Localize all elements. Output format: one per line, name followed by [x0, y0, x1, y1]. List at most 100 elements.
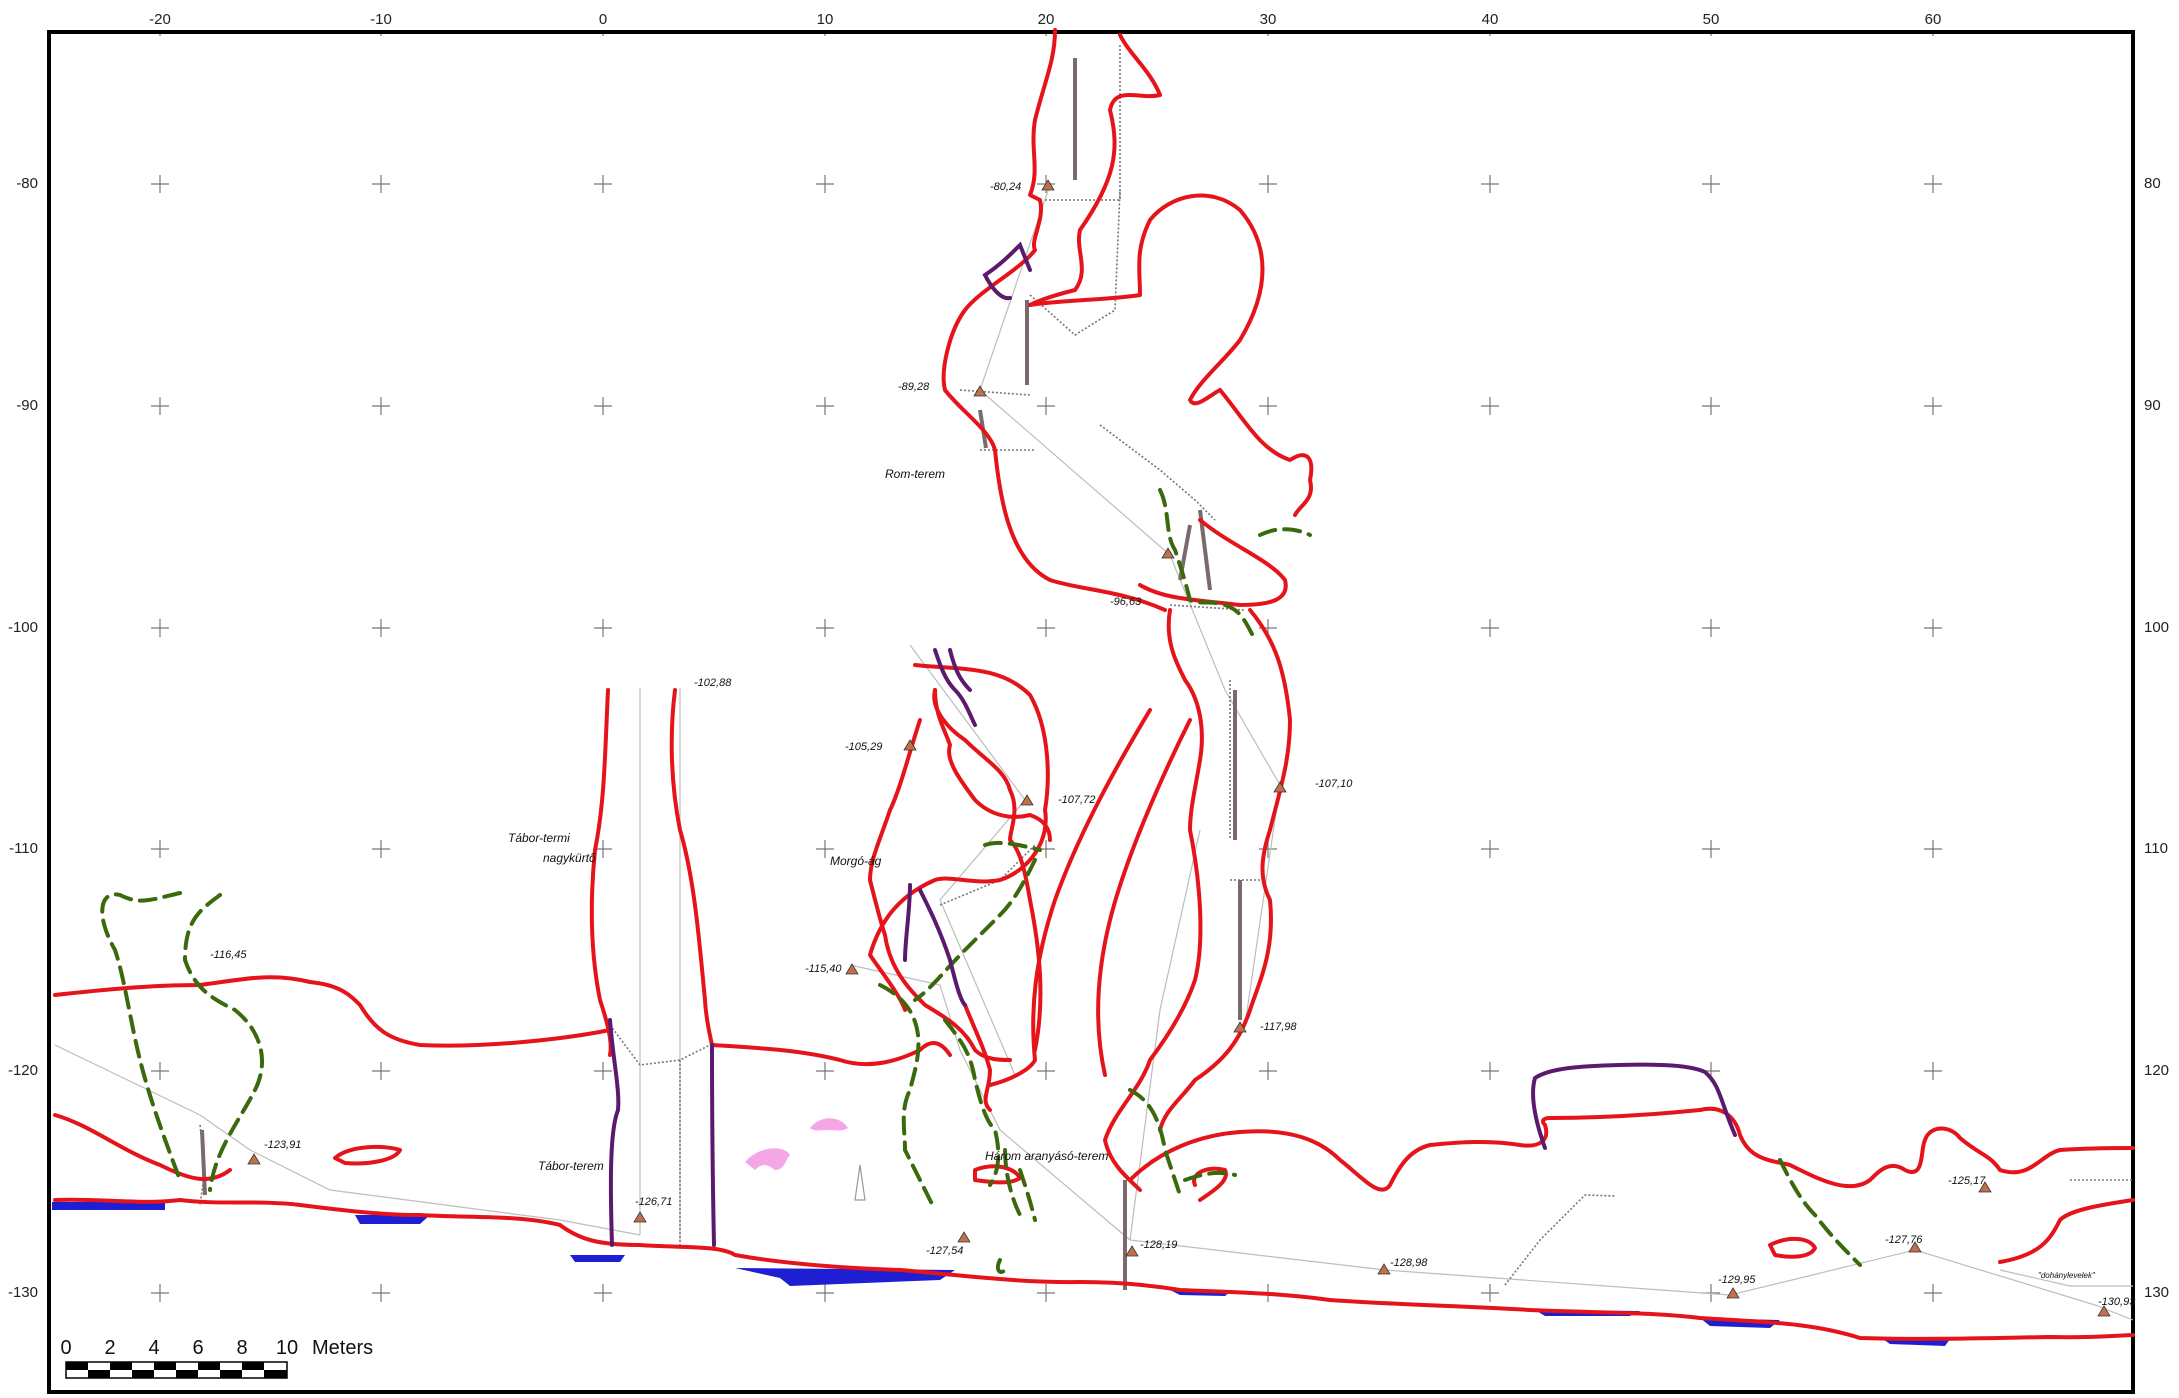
pink-formation	[810, 1118, 848, 1131]
wall-east-island	[1768, 1236, 1817, 1259]
station-marker: -115,40	[805, 963, 859, 975]
station-label: -130,93	[2098, 1296, 2136, 1308]
dashed-walls	[100, 488, 1862, 1274]
station-label: -125,17	[1948, 1175, 1986, 1187]
y-tick-label-right: 110	[2144, 840, 2168, 857]
wall-tabor-shaft-left	[589, 688, 613, 1057]
y-tick-label-right: 130	[2144, 1284, 2169, 1301]
water-area	[570, 1255, 625, 1262]
wall-morgo-south	[932, 688, 1043, 1052]
wall-east-lower	[1998, 1198, 2135, 1264]
top-axis: -20 -10 0 10 20 30 40 50 60	[149, 11, 1941, 36]
wall-diagonal-b	[1096, 718, 1192, 1077]
x-tick-label: 40	[1482, 11, 1499, 28]
place-names: Rom-terem Tábor-termi nagykürtő Morgó-ág…	[508, 467, 2096, 1280]
stations: -80,24 -89,28 -96,63 -102,88 -105,29 -10…	[210, 179, 2136, 1317]
station-label: -96,63	[1110, 596, 1142, 608]
grid-crosses	[151, 175, 1942, 1302]
station-marker: -117,98	[1233, 1021, 1297, 1033]
station-label: -123,91	[264, 1139, 301, 1151]
wall-lower-west	[53, 1113, 232, 1182]
y-tick-label: -80	[16, 175, 38, 192]
cave-walls	[53, 28, 2135, 1341]
wall-harom-east	[963, 1003, 992, 1112]
wall-rom-east	[1218, 388, 1314, 517]
ladders	[200, 58, 1242, 1290]
water-area	[52, 1202, 165, 1210]
wall-diagonal-a	[988, 708, 1152, 1087]
station-marker: -128,98	[1377, 1257, 1428, 1275]
water-area	[735, 1268, 955, 1286]
station-marker: -130,93	[2097, 1296, 2136, 1317]
scale-tick-label: 10	[276, 1337, 298, 1359]
y-tick-label: -130	[8, 1284, 38, 1301]
station-marker: -96,63	[1110, 547, 1175, 608]
wall-mid-right	[1158, 608, 1292, 1132]
scale-tick-label: 6	[192, 1337, 203, 1359]
station-marker: -123,91	[247, 1139, 301, 1165]
water-area	[355, 1215, 430, 1224]
wall-upper-right	[1028, 33, 1162, 307]
label-tabor-termi: Tábor-termi	[508, 831, 570, 845]
station-label: -127,76	[1885, 1234, 1923, 1246]
station-marker: -80,24	[990, 179, 1055, 193]
scale-unit: Meters	[312, 1337, 373, 1359]
station-marker: -129,95	[1718, 1274, 1756, 1299]
station-marker: -107,72	[1020, 794, 1095, 806]
station-label: -116,45	[210, 949, 247, 961]
y-tick-label: -110	[9, 840, 38, 857]
label-rom-terem: Rom-terem	[885, 467, 945, 481]
station-label: -80,24	[990, 181, 1021, 193]
x-tick-label: 10	[817, 11, 834, 28]
scale-tick-label: 4	[148, 1337, 159, 1359]
y-tick-label-right: 80	[2144, 175, 2161, 192]
dotted-lines	[199, 45, 2133, 1286]
y-tick-label: -120	[8, 1062, 38, 1079]
x-tick-label: 60	[1925, 11, 1942, 28]
scale-tick-label: 2	[104, 1337, 115, 1359]
station-label: -102,88	[694, 677, 732, 689]
station-marker: -125,17	[1948, 1175, 1992, 1193]
wall-upper-left	[941, 28, 1167, 612]
x-tick-label: -10	[370, 11, 392, 28]
wall-morgo-outer	[868, 663, 1050, 1012]
station-label: -107,10	[1315, 778, 1353, 790]
y-tick-label-right: 100	[2144, 619, 2169, 636]
x-tick-label: 50	[1703, 11, 1720, 28]
label-harom-aranyaso-terem: Három aranyásó-terem	[985, 1149, 1108, 1163]
station-marker: -127,76	[1885, 1234, 1923, 1253]
wall-mid-left	[1103, 608, 1204, 1192]
station-label: -129,95	[1718, 1274, 1756, 1286]
wall-upper-nubs	[973, 1164, 1022, 1185]
station-label: -89,28	[898, 381, 930, 393]
wall-tabor-roof	[53, 975, 612, 1048]
label-morgo-ag: Morgó-ág	[830, 854, 882, 868]
wall-rom-south	[1138, 518, 1288, 607]
y-tick-label-right: 120	[2144, 1062, 2169, 1079]
station-marker: -89,28	[898, 381, 987, 397]
right-axis: 80 90 100 110 120 130	[2144, 175, 2169, 1301]
wall-chamber-top	[1028, 193, 1265, 406]
pink-formation	[745, 1148, 790, 1170]
left-axis: -80 -90 -100 -110 -120 -130	[8, 175, 38, 1301]
y-tick-label-right: 90	[2144, 397, 2161, 414]
label-tabor-terem: Tábor-terem	[538, 1159, 604, 1173]
wall-morgo-inner	[868, 688, 1052, 882]
station-label: -107,72	[1058, 794, 1095, 806]
water-bodies	[52, 1202, 1950, 1346]
pink-features	[745, 1118, 848, 1170]
scale-tick-label: 0	[60, 1337, 71, 1359]
station-marker: -126,71	[633, 1196, 672, 1223]
station-marker: -127,54	[926, 1231, 971, 1257]
x-tick-label: -20	[149, 11, 171, 28]
y-tick-label: -90	[16, 397, 38, 414]
scale-bar: 0 2 4 6 8 10 Meters	[60, 1337, 373, 1379]
x-tick-label: 0	[599, 11, 607, 28]
station-marker: -107,10	[1273, 778, 1353, 793]
station-label: -117,98	[1260, 1021, 1297, 1033]
label-nagykurto: nagykürtő	[543, 851, 596, 865]
y-tick-label: -100	[8, 619, 38, 636]
label-dohanylevelek: "dohánylevelek"	[2038, 1271, 2096, 1280]
stalagmite	[854, 1164, 866, 1201]
station-label: -128,19	[1140, 1239, 1177, 1251]
